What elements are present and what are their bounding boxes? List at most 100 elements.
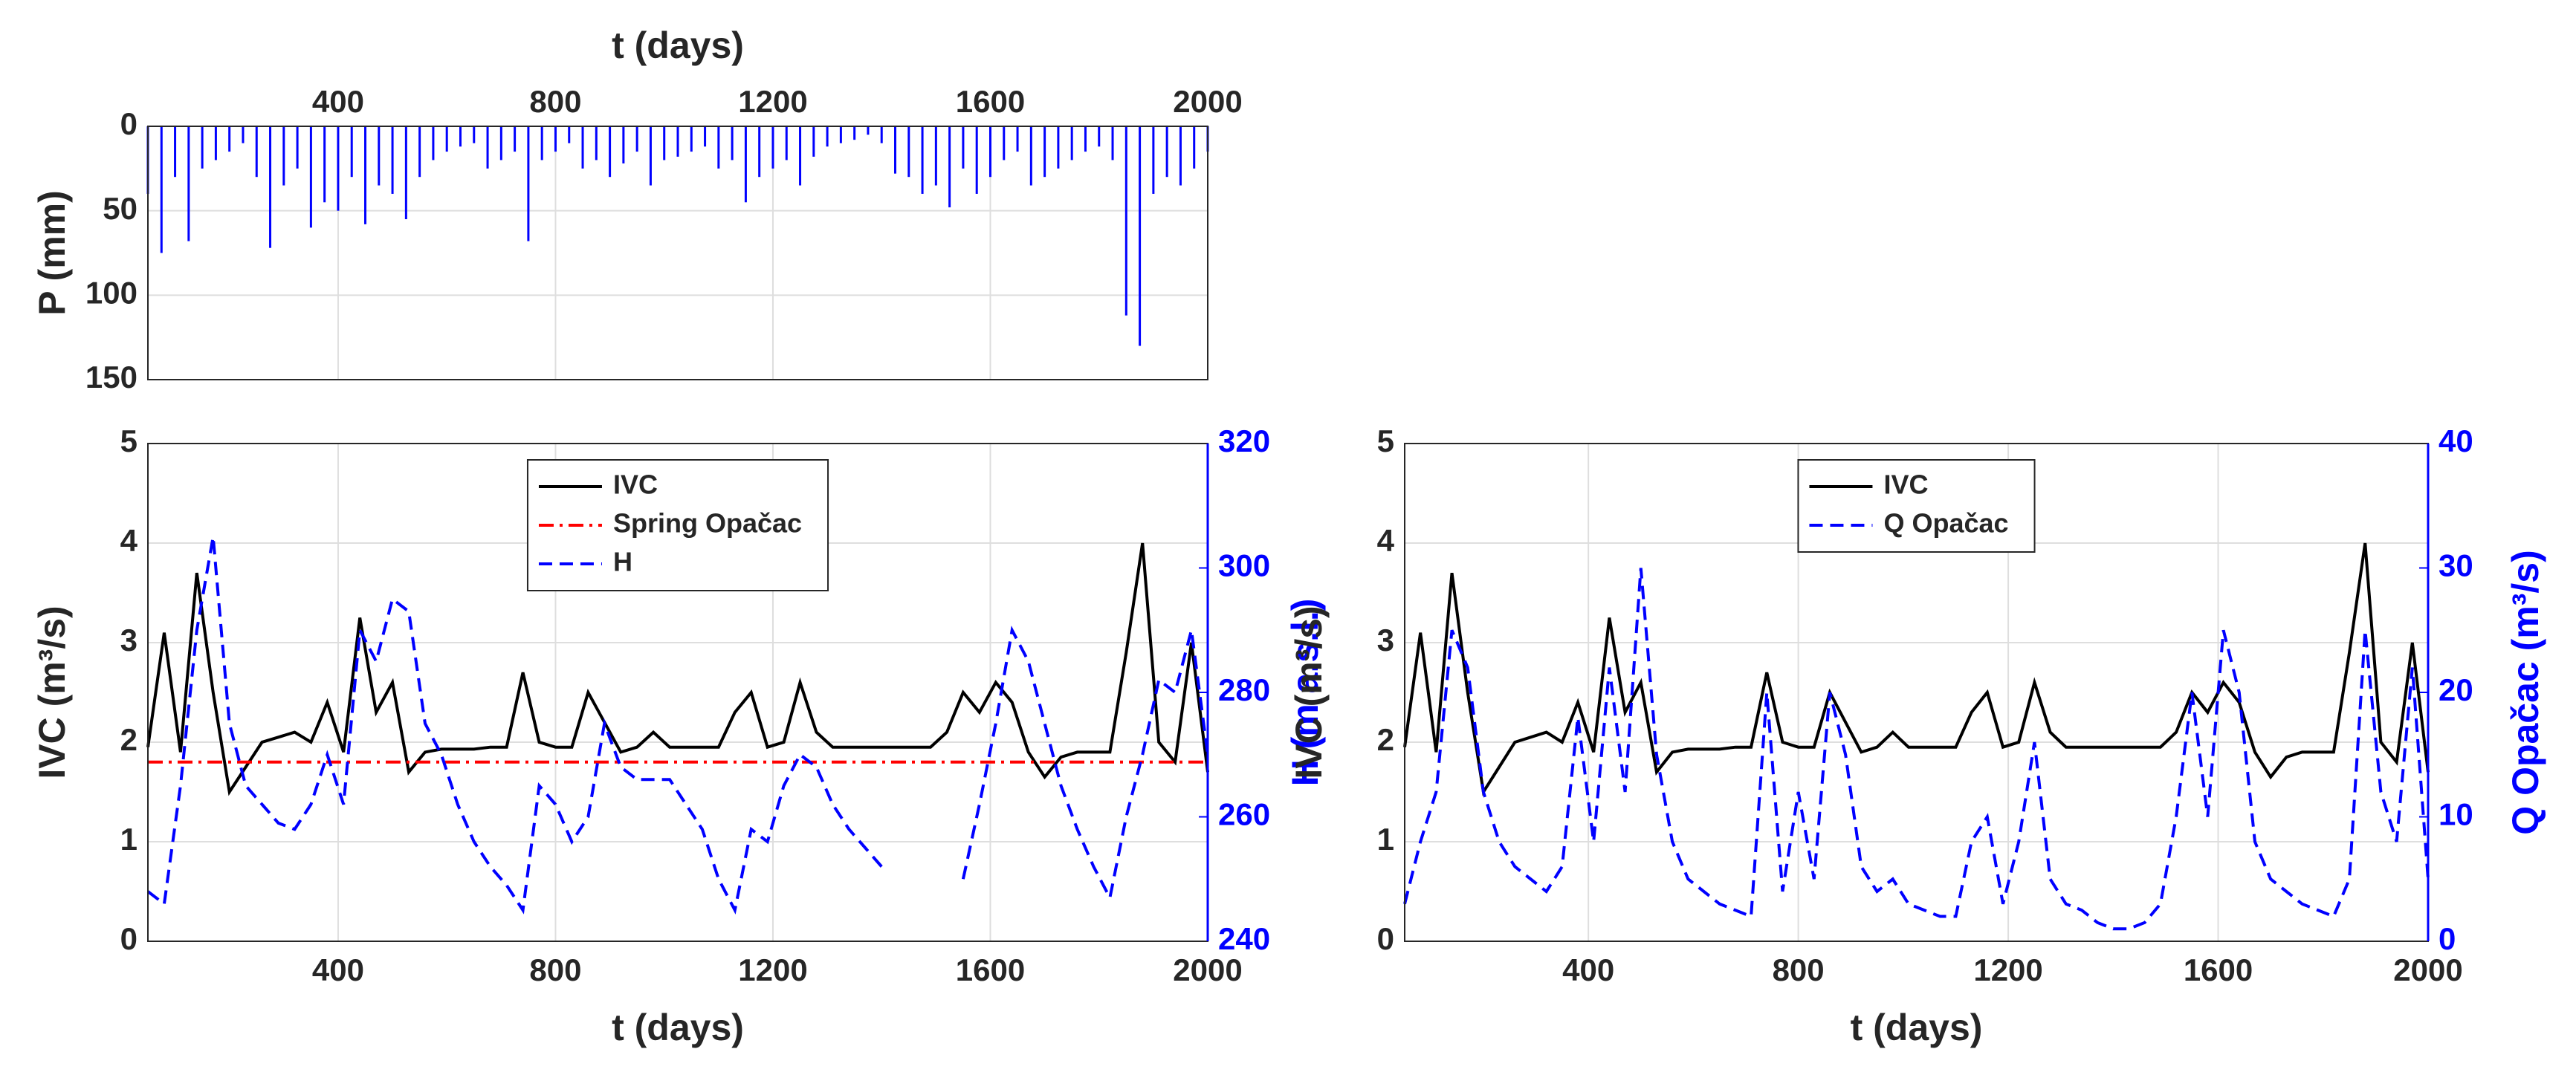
bar — [214, 126, 217, 160]
bar — [350, 126, 353, 178]
bar — [282, 126, 285, 186]
bar — [1084, 126, 1087, 152]
bar — [540, 126, 543, 160]
bar — [1124, 126, 1127, 316]
y-tick-label: 4 — [120, 523, 138, 558]
bar — [296, 126, 299, 169]
bar — [1003, 126, 1006, 160]
bar — [921, 126, 924, 194]
bar — [744, 126, 747, 203]
bar — [1139, 126, 1142, 346]
bar — [255, 126, 258, 178]
bar — [799, 126, 802, 186]
y-tick-label: 2 — [120, 722, 137, 757]
bar — [554, 126, 557, 152]
x-tick-label: 1600 — [956, 952, 1025, 987]
bar — [663, 126, 666, 160]
y-tick-label: 1 — [120, 822, 137, 857]
bar — [228, 126, 231, 152]
bar — [581, 126, 584, 169]
x-tick-label: 800 — [529, 84, 581, 119]
x-axis-label: t (days) — [1851, 1007, 1983, 1048]
y2-axis-label: H (m a.s.l.) — [1284, 599, 1326, 787]
bar — [459, 126, 462, 147]
bar — [1098, 126, 1101, 147]
bar — [309, 126, 312, 228]
x-axis-label: t (days) — [612, 25, 744, 66]
x-tick-label: 2000 — [1173, 84, 1242, 119]
bar — [1152, 126, 1155, 194]
legend-box — [1797, 459, 2036, 553]
y2-tick-label: 260 — [1218, 797, 1270, 832]
bar — [649, 126, 652, 186]
y-axis-label: IVC (m³/s) — [31, 605, 73, 779]
bar — [867, 126, 870, 135]
y-tick-label: 3 — [1377, 623, 1394, 657]
bar — [418, 126, 421, 178]
y2-tick-label: 10 — [2439, 797, 2473, 832]
bar — [609, 126, 612, 178]
bar — [812, 126, 815, 157]
bar — [1057, 126, 1060, 169]
bar — [323, 126, 326, 203]
bar — [635, 126, 638, 152]
bar — [445, 126, 448, 152]
x-tick-label: 1200 — [738, 84, 807, 119]
y2-tick-label: 320 — [1218, 423, 1270, 458]
bar — [690, 126, 693, 152]
bar — [622, 126, 625, 164]
bar — [934, 126, 937, 186]
y-tick-label: 1 — [1377, 822, 1394, 857]
bar — [473, 126, 476, 143]
y2-axis-label: Q Opačac (m³/s) — [2505, 550, 2546, 834]
bar — [391, 126, 394, 194]
bar — [771, 126, 774, 169]
bar — [1179, 126, 1182, 186]
bar — [378, 126, 381, 186]
bar — [1016, 126, 1019, 152]
legend-label: H — [613, 547, 632, 577]
y-axis-label: IVC (m³/s) — [1288, 605, 1330, 779]
series-line — [1403, 568, 2430, 931]
bar — [853, 126, 856, 140]
legend-label: IVC — [1883, 470, 1928, 500]
legend: IVC Q Opačac — [1797, 459, 2036, 553]
bar — [880, 126, 883, 143]
x-tick-label: 1600 — [956, 84, 1025, 119]
x-tick-label: 800 — [529, 952, 581, 987]
y-tick-label: 5 — [1377, 423, 1394, 458]
series-line — [1403, 542, 2430, 796]
y-tick-label: 0 — [1377, 921, 1394, 956]
y2-tick-label: 20 — [2439, 672, 2473, 707]
x-tick-label: 800 — [1773, 952, 1825, 987]
y-tick-label: 150 — [85, 360, 137, 394]
bar — [527, 126, 530, 241]
bar — [337, 126, 340, 211]
bar — [404, 126, 407, 220]
y2-tick-label: 240 — [1218, 921, 1270, 956]
bar — [758, 126, 761, 178]
y2-tick-label: 0 — [2439, 921, 2456, 956]
x-axis-label: t (days) — [612, 1007, 744, 1048]
bar — [1070, 126, 1073, 160]
legend-label: Q Opačac — [1883, 508, 2008, 539]
bar — [894, 126, 897, 174]
bar — [568, 126, 571, 143]
bar — [595, 126, 598, 160]
bar — [676, 126, 679, 157]
bar — [187, 126, 190, 241]
y-tick-label: 0 — [120, 921, 137, 956]
legend-label: Spring Opačac — [613, 508, 802, 539]
y-tick-label: 2 — [1377, 722, 1394, 757]
x-tick-label: 1600 — [2184, 952, 2253, 987]
bar — [486, 126, 489, 169]
y-tick-label: 50 — [103, 191, 137, 226]
x-tick-label: 400 — [312, 952, 364, 987]
bar — [988, 126, 991, 178]
x-tick-label: 400 — [1562, 952, 1614, 987]
y2-tick-label: 30 — [2439, 548, 2473, 583]
x-tick-label: 400 — [312, 84, 364, 119]
axes-box — [147, 126, 1208, 380]
bar — [731, 126, 734, 160]
bar — [1029, 126, 1032, 186]
